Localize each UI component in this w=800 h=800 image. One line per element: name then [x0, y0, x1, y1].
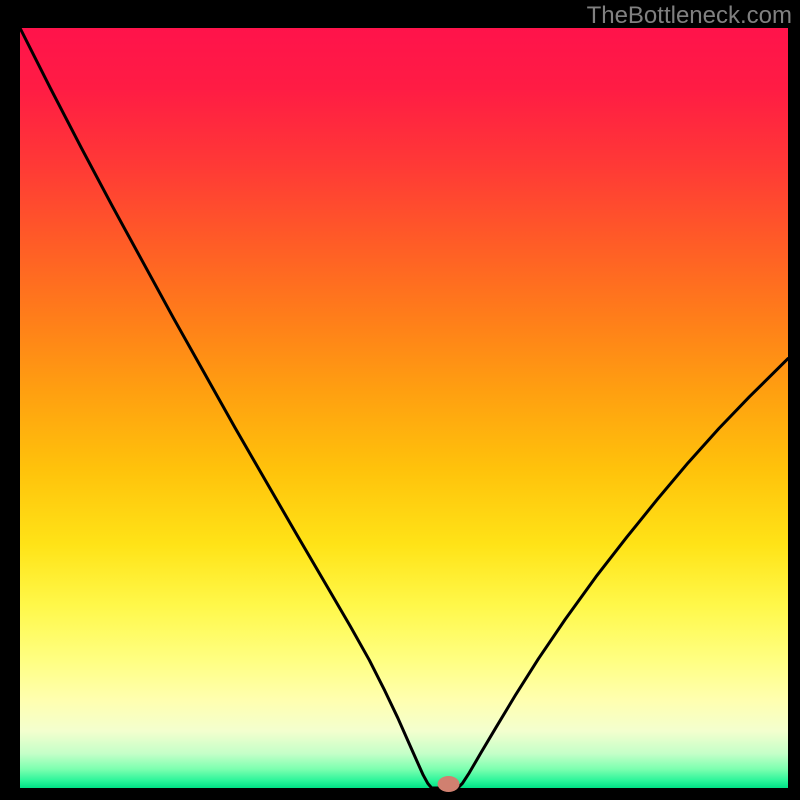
- plot-background: [20, 28, 788, 788]
- optimum-marker: [438, 776, 460, 792]
- watermark-text: TheBottleneck.com: [587, 2, 792, 30]
- bottleneck-chart: [0, 0, 800, 800]
- chart-stage: TheBottleneck.com: [0, 0, 800, 800]
